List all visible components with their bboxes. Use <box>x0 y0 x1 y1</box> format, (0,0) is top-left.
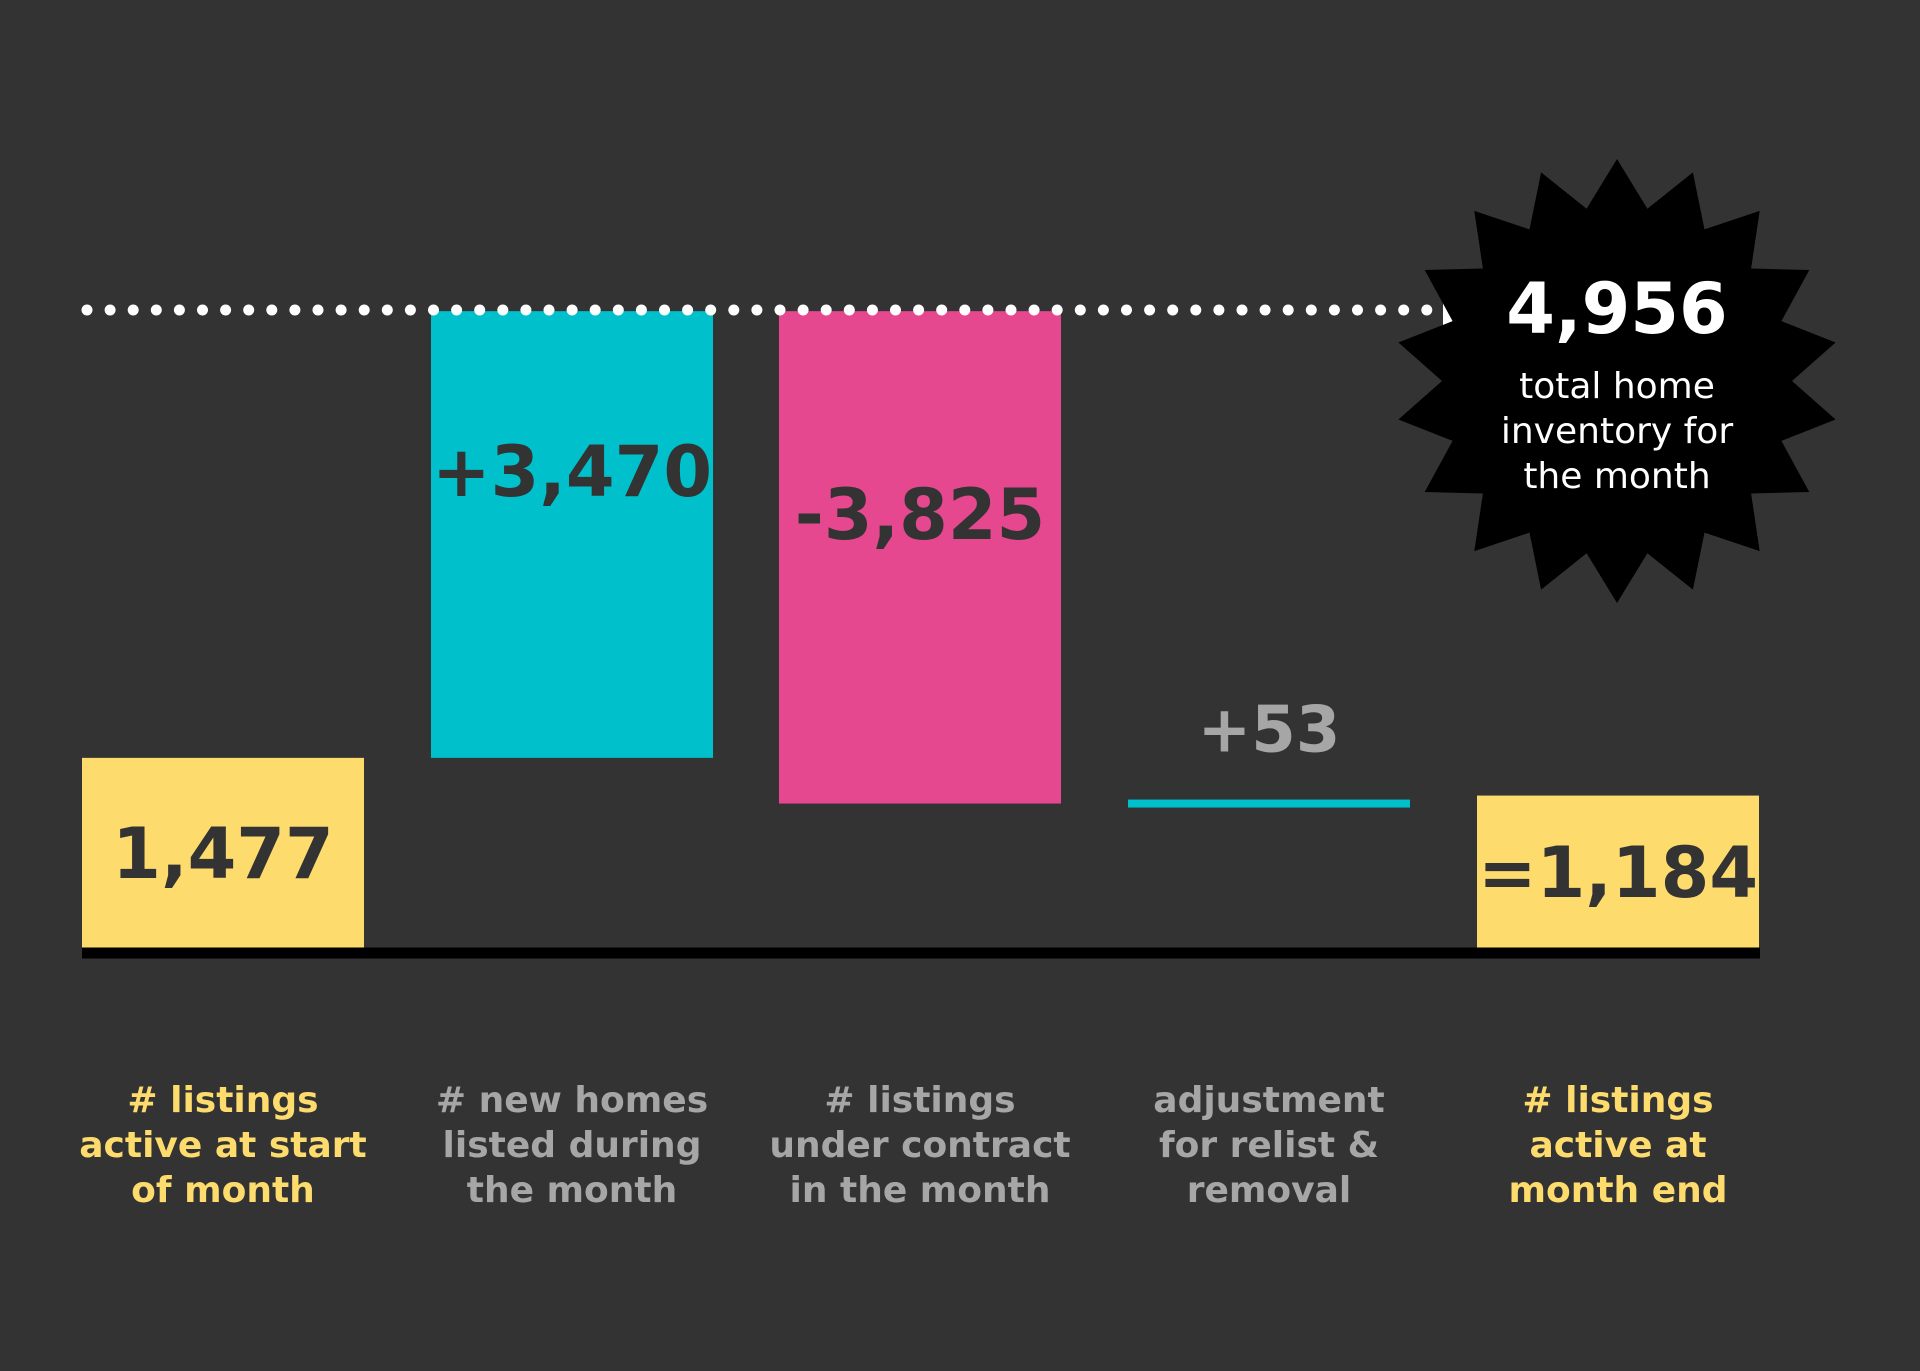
bar-2 <box>431 311 713 758</box>
arrow-dot <box>1167 304 1179 316</box>
arrow-dot <box>797 304 809 316</box>
arrow-dot <box>982 304 994 316</box>
arrow-dot <box>659 304 670 316</box>
arrow-dot <box>428 304 439 316</box>
arrow-dot <box>173 304 185 316</box>
arrow-dot <box>404 304 416 316</box>
arrow-dot <box>358 304 370 316</box>
arrow-dot <box>1144 304 1156 316</box>
arrow-dot <box>1051 304 1063 316</box>
value-label-4: +53 <box>1198 694 1341 768</box>
arrow-dot <box>1328 304 1340 316</box>
category-label-1: # listings active at start of month <box>79 1080 367 1211</box>
category-label-2: # new homes listed during the month <box>436 1080 708 1211</box>
arrow-dot <box>913 304 925 316</box>
category-label-5: # listings active at month end <box>1508 1080 1727 1211</box>
category-label-4: adjustment for relist & removal <box>1153 1080 1384 1211</box>
total-inventory-caption: total home inventory for the month <box>1501 366 1733 497</box>
value-label-5: =1,184 <box>1478 832 1758 914</box>
arrow-dot <box>335 304 347 316</box>
arrow-dot <box>866 304 878 316</box>
value-label-3: -3,825 <box>795 474 1045 556</box>
arrow-dot <box>751 304 763 316</box>
arrow-dot <box>705 304 717 316</box>
arrow-dot <box>1305 304 1317 316</box>
arrow-dot <box>1074 304 1086 316</box>
bar-5 <box>1477 795 1759 948</box>
arrow-dot <box>820 304 832 316</box>
category-label-3: # listings under contract in the month <box>769 1080 1070 1211</box>
starburst-shape <box>1398 159 1836 603</box>
arrow-dot <box>150 304 162 316</box>
arrow-dot <box>312 304 324 316</box>
arrow-dot <box>197 304 208 316</box>
total-inventory-burst: 4,956 total home inventory for the month <box>1398 159 1836 603</box>
arrow-dot <box>451 304 463 316</box>
arrow-dot <box>474 304 486 316</box>
bar-4 <box>1128 799 1410 808</box>
arrow-dot <box>1028 304 1040 316</box>
arrow-dot <box>81 304 93 316</box>
arrow-dot <box>890 304 901 316</box>
arrow-dot <box>1097 304 1109 316</box>
arrow-dot <box>1259 304 1271 316</box>
arrow-dot <box>543 304 555 316</box>
arrow-dot <box>266 304 278 316</box>
arrow-dot <box>520 304 532 316</box>
arrow-dot <box>612 304 624 316</box>
arrow-dot <box>1213 304 1225 316</box>
arrow-dot <box>1190 304 1202 316</box>
arrow-dot <box>843 304 855 316</box>
arrow-dot <box>1236 304 1248 316</box>
arrow-dot <box>243 304 255 316</box>
arrow-dot <box>774 304 786 316</box>
arrow-dot <box>104 304 116 316</box>
total-inventory-value: 4,956 <box>1506 268 1727 350</box>
arrow-dot <box>497 304 509 316</box>
bar-1 <box>82 757 364 948</box>
arrow-dot <box>1121 304 1132 316</box>
value-label-1: 1,477 <box>112 813 333 895</box>
arrow-dot <box>566 304 578 316</box>
arrow-dot <box>1375 304 1387 316</box>
arrow-dot <box>936 304 948 316</box>
arrow-dot <box>220 304 232 316</box>
arrow-dot <box>1421 304 1433 316</box>
arrow-dot <box>959 304 971 316</box>
arrow-dot <box>1398 304 1410 316</box>
arrow-dot <box>728 304 740 316</box>
bar-3 <box>779 311 1061 804</box>
arrow-dot <box>1352 304 1363 316</box>
arrow-dot <box>1005 304 1017 316</box>
category-labels: # listings active at start of month # new h… <box>79 1080 1727 1211</box>
arrow-dot <box>127 304 139 316</box>
arrow-dot <box>635 304 647 316</box>
arrow-dot <box>682 304 694 316</box>
value-label-2: +3,470 <box>432 431 712 513</box>
arrow-dot <box>589 304 601 316</box>
arrow-dot <box>289 304 301 316</box>
arrow-dot <box>381 304 393 316</box>
bars-layer: 1,477 +3,470 -3,825 +53 =1,184 <box>82 311 1759 948</box>
arrow-dot <box>1282 304 1294 316</box>
